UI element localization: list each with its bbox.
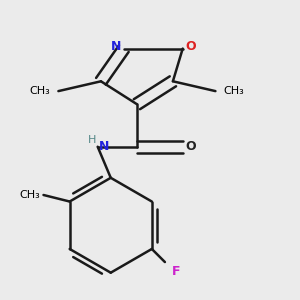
Text: O: O [186,40,196,53]
Text: CH₃: CH₃ [224,86,244,96]
Text: CH₃: CH₃ [29,86,50,96]
Text: N: N [99,140,110,153]
Text: H: H [88,135,96,145]
Text: O: O [186,140,196,153]
Text: F: F [172,265,180,278]
Text: CH₃: CH₃ [20,190,40,200]
Text: N: N [110,40,121,53]
